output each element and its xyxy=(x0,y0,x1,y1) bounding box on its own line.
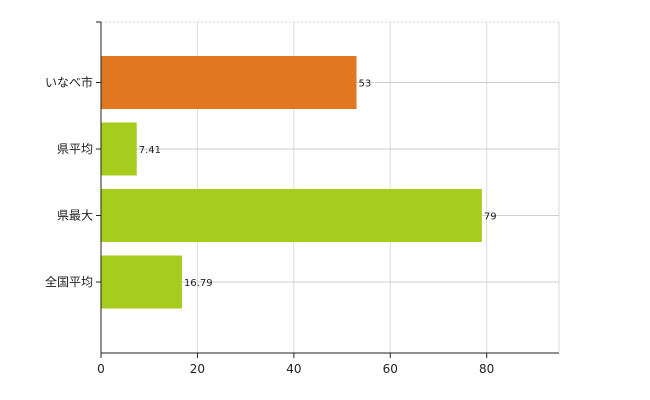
y-tick-label-1: いなべ市 xyxy=(45,75,93,90)
data-label-4: 16.79 xyxy=(184,278,213,289)
labels: 53 いなべ市 7.41 県平均 79 県最大 16.79 全国平均 0 20 40 60 80 xyxy=(45,75,497,377)
bar-2 xyxy=(101,122,137,176)
data-label-2: 7.41 xyxy=(139,145,161,156)
data-label-3: 79 xyxy=(484,212,497,223)
x-tick-label-3: 40 xyxy=(286,362,301,376)
y-tick-label-4: 全国平均 xyxy=(45,274,93,289)
bar-3 xyxy=(101,189,482,242)
x-tick-label-5: 80 xyxy=(479,362,494,376)
bars xyxy=(101,56,482,309)
x-tick-label-2: 20 xyxy=(190,362,205,376)
bar-4 xyxy=(101,255,182,309)
x-tick-label-1: 0 xyxy=(97,362,105,376)
x-tick-label-4: 60 xyxy=(383,362,398,376)
y-tick-label-2: 県平均 xyxy=(57,142,93,156)
axes xyxy=(96,21,559,358)
y-tick-label-3: 県最大 xyxy=(57,209,93,223)
bar-1 xyxy=(101,56,357,109)
data-label-1: 53 xyxy=(359,79,372,90)
